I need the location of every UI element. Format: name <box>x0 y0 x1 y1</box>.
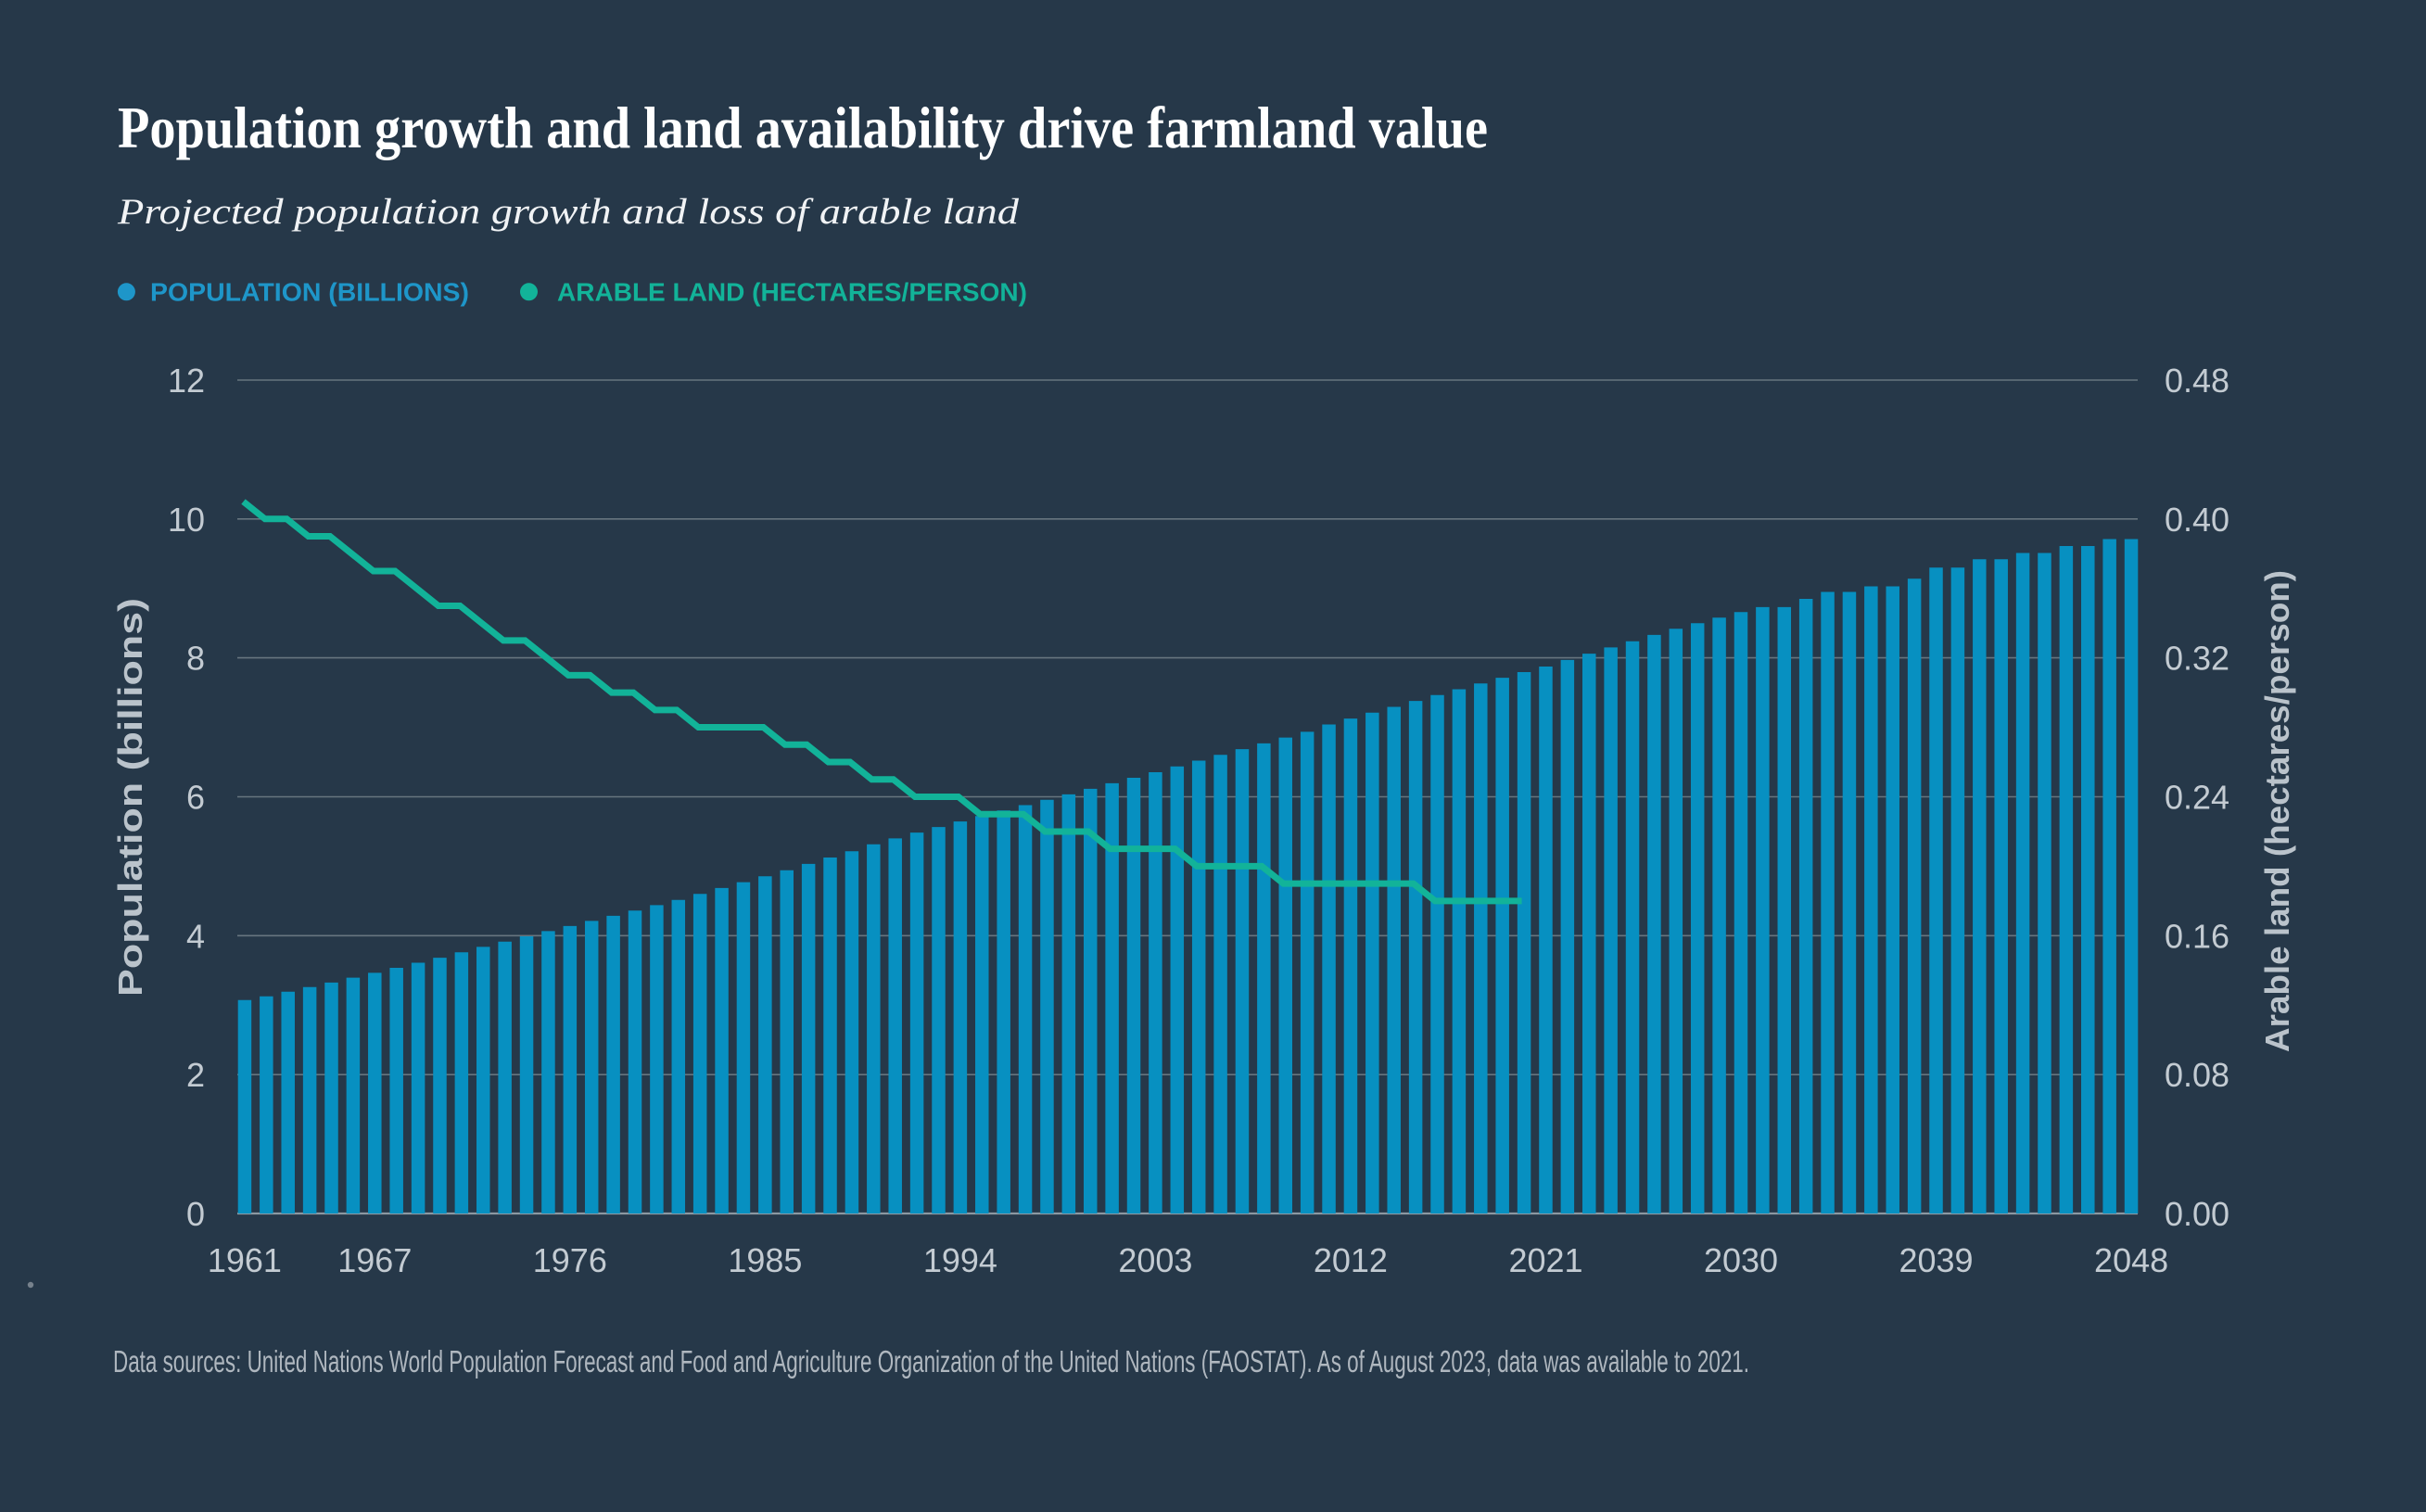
svg-text:2: 2 <box>186 1056 205 1094</box>
svg-text:2012: 2012 <box>1314 1241 1388 1279</box>
svg-text:0.32: 0.32 <box>2165 640 2229 678</box>
svg-text:6: 6 <box>186 779 205 817</box>
svg-text:Population growth and land ava: Population growth and land availability … <box>118 95 1488 160</box>
svg-text:Projected population growth an: Projected population growth and loss of … <box>117 192 1020 232</box>
svg-text:12: 12 <box>168 362 205 400</box>
svg-text:1961: 1961 <box>208 1241 282 1279</box>
svg-text:2039: 2039 <box>1899 1241 1973 1279</box>
svg-text:0.24: 0.24 <box>2165 779 2229 817</box>
svg-text:0.40: 0.40 <box>2165 501 2229 539</box>
svg-text:Arable land (hectares/person): Arable land (hectares/person) <box>2258 570 2296 1052</box>
svg-text:0.00: 0.00 <box>2165 1195 2229 1233</box>
svg-text:2021: 2021 <box>1508 1241 1582 1279</box>
svg-text:POPULATION (BILLIONS): POPULATION (BILLIONS) <box>150 278 469 307</box>
svg-text:1985: 1985 <box>728 1241 802 1279</box>
svg-text:10: 10 <box>168 501 205 539</box>
svg-text:0: 0 <box>186 1195 205 1233</box>
svg-text:0.48: 0.48 <box>2165 362 2229 400</box>
svg-text:1976: 1976 <box>533 1241 607 1279</box>
svg-text:0.08: 0.08 <box>2165 1056 2229 1094</box>
svg-text:0.16: 0.16 <box>2165 917 2229 955</box>
svg-text:8: 8 <box>186 640 205 678</box>
svg-text:4: 4 <box>186 917 205 955</box>
svg-text:1994: 1994 <box>923 1241 997 1279</box>
svg-text:2003: 2003 <box>1118 1241 1192 1279</box>
svg-text:2030: 2030 <box>1704 1241 1778 1279</box>
svg-text:2048: 2048 <box>2094 1241 2168 1279</box>
svg-text:Population (billions): Population (billions) <box>111 598 149 997</box>
svg-text:1967: 1967 <box>337 1241 412 1279</box>
svg-text:ARABLE LAND (HECTARES/PERSON): ARABLE LAND (HECTARES/PERSON) <box>557 278 1027 307</box>
svg-text:Data sources: United Nations W: Data sources: United Nations World Popul… <box>113 1344 1749 1379</box>
